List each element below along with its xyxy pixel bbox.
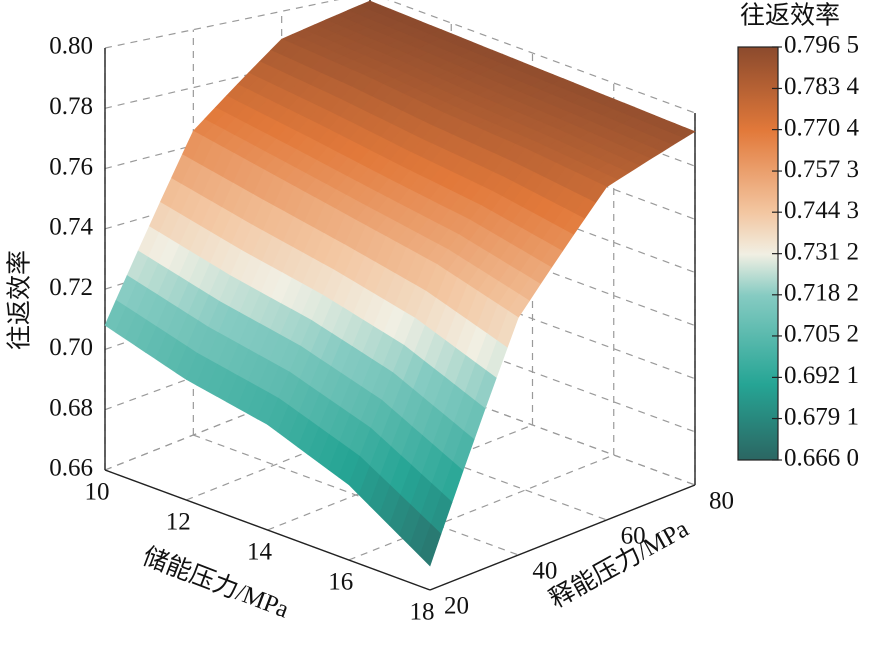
colorbar-tick-label: 0.718 2 bbox=[784, 280, 859, 307]
grid-line bbox=[387, 0, 696, 114]
grid-line bbox=[104, 151, 371, 230]
z-tick-label: 0.80 bbox=[49, 33, 93, 60]
colorbar-tick-label: 0.679 1 bbox=[784, 403, 859, 430]
z-tick-label: 0.72 bbox=[49, 274, 93, 301]
grid-line bbox=[104, 0, 340, 49]
colorbar-tick-label: 0.796 5 bbox=[784, 32, 859, 59]
z-tick-label: 0.70 bbox=[49, 334, 93, 361]
x-tick-label: 14 bbox=[247, 539, 273, 566]
colorbar bbox=[737, 46, 779, 461]
colorbar-tick-label: 0.705 2 bbox=[784, 321, 859, 348]
x-tick-label: 12 bbox=[166, 509, 191, 536]
z-tick-label: 0.78 bbox=[49, 93, 93, 120]
z-tick-label: 0.76 bbox=[49, 153, 93, 180]
colorbar-tick-label: 0.731 2 bbox=[784, 238, 859, 265]
axis-edge bbox=[429, 484, 696, 591]
y-tick-label: 20 bbox=[444, 593, 469, 620]
grid-line bbox=[348, 454, 614, 561]
z-axis-title: 往返效率 bbox=[6, 250, 34, 350]
colorbar-tick-label: 0.770 4 bbox=[784, 114, 860, 141]
y-tick-label: 80 bbox=[709, 488, 734, 515]
axis-edge bbox=[104, 469, 431, 591]
z-tick-label: 0.66 bbox=[49, 455, 93, 482]
axis-labels: 0.66 0.68 0.70 0.72 0.74 0.76 0.78 0.80 10 12 14 16… bbox=[49, 33, 734, 626]
colorbar-tick-label: 0.692 1 bbox=[784, 362, 859, 389]
x-tick-label: 18 bbox=[410, 599, 435, 626]
x-tick-label: 10 bbox=[85, 479, 110, 506]
surface bbox=[104, 0, 696, 567]
x-tick-label: 16 bbox=[328, 569, 353, 596]
grid-line bbox=[267, 424, 533, 531]
z-tick-label: 0.68 bbox=[49, 394, 93, 421]
y-tick-label: 60 bbox=[621, 523, 646, 550]
colorbar-title: 往返效率 bbox=[740, 2, 840, 30]
surface-patch bbox=[419, 523, 442, 567]
colorbar-tick-label: 0.744 3 bbox=[784, 197, 859, 224]
colorbar-tick-label: 0.666 0 bbox=[784, 445, 859, 472]
y-tick-label: 40 bbox=[532, 558, 557, 585]
y-axis-title: 释能压力/MPa bbox=[545, 514, 693, 613]
colorbar-tick-label: 0.783 4 bbox=[784, 73, 860, 100]
colorbar-tick-label: 0.757 3 bbox=[784, 156, 859, 183]
z-tick-label: 0.74 bbox=[49, 214, 93, 241]
